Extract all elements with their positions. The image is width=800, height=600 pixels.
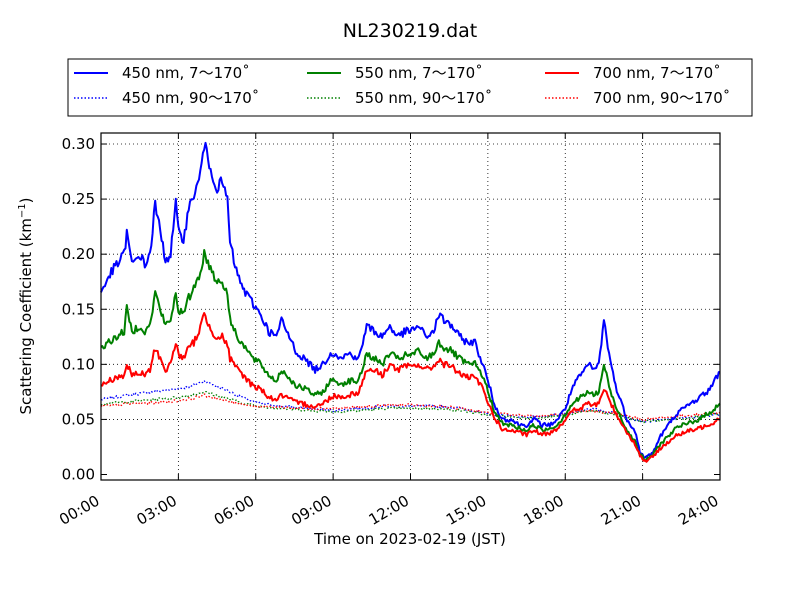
y-axis-label-main: Scattering Coefficient (km <box>17 218 35 414</box>
series-line <box>100 141 721 459</box>
legend-label: 700 nm, 7～170˚ <box>593 64 721 82</box>
legend-label: 550 nm, 90～170˚ <box>355 89 492 107</box>
series-line <box>100 393 721 421</box>
y-tick-label: 0.20 <box>62 245 95 263</box>
legend: 450 nm, 7～170˚ 450 nm, 90～170˚ 550 nm, 7～1… <box>67 58 753 117</box>
legend-label: 550 nm, 7～170˚ <box>355 64 483 82</box>
legend-label: 450 nm, 7～170˚ <box>122 64 250 82</box>
legend-box <box>67 58 753 117</box>
series-group <box>100 141 721 463</box>
y-axis-label: Scattering Coefficient (km−1) <box>17 197 35 414</box>
x-axis-label: Time on 2023-02-19 (JST) <box>313 530 506 548</box>
y-tick-label: 0.05 <box>62 410 95 428</box>
y-tick-label: 0.15 <box>62 300 95 318</box>
y-tick-label: 0.30 <box>62 135 95 153</box>
y-tick-label: 0.00 <box>62 465 95 483</box>
series-line <box>100 249 721 462</box>
series-line <box>100 312 721 463</box>
legend-label: 700 nm, 90～170˚ <box>593 89 730 107</box>
chart-title: NL230219.dat <box>343 20 478 42</box>
legend-label: 450 nm, 90～170˚ <box>122 89 259 107</box>
y-tick-label: 0.10 <box>62 355 95 373</box>
y-axis-label-exponent: −1 <box>17 203 28 218</box>
y-axis-label-close: ) <box>17 197 35 203</box>
y-tick-label: 0.25 <box>62 190 95 208</box>
